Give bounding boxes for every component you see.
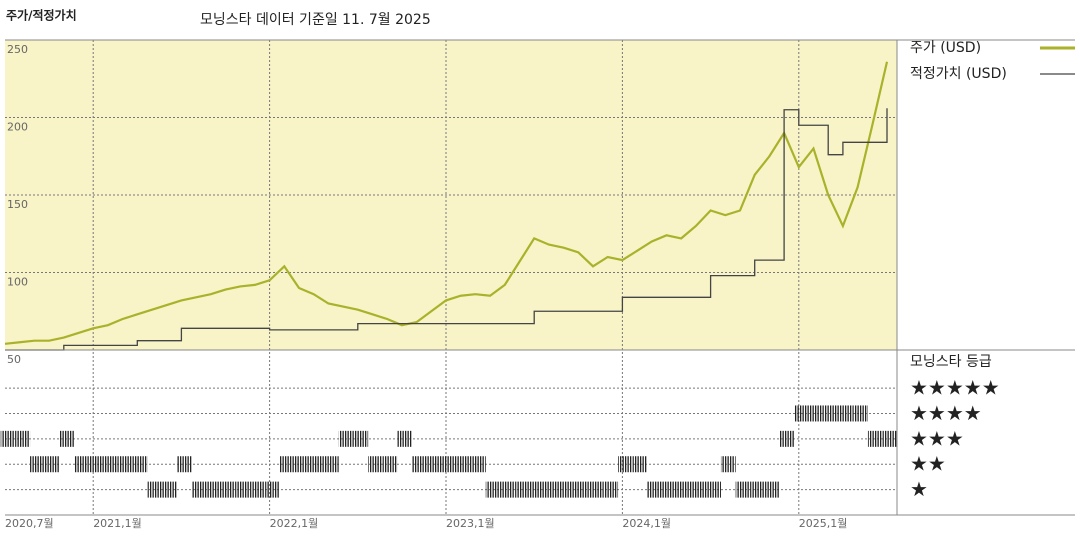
rating-mark [221, 481, 236, 498]
rating-mark [544, 481, 560, 498]
rating-mark [809, 405, 824, 422]
x-tick-label: 2023,1월 [446, 517, 495, 530]
rating-mark [0, 430, 16, 447]
rating-mark [485, 481, 501, 498]
rating-mark [382, 456, 398, 473]
rating-mark [191, 481, 207, 498]
rating-mark [779, 430, 795, 447]
rating-mark [177, 456, 192, 473]
rating-mark [765, 481, 780, 498]
series-line [5, 108, 888, 351]
rating-mark [529, 481, 545, 498]
rating-mark [456, 456, 472, 473]
rating-mark [368, 456, 383, 473]
rating-mark [750, 481, 766, 498]
rating-mark [867, 430, 883, 447]
rating-mark [309, 456, 325, 473]
y-tick-label: 50 [7, 353, 21, 366]
rating-mark [162, 481, 178, 498]
rating-mark [823, 405, 839, 422]
rating-mark [44, 456, 60, 473]
y-tick-label: 100 [7, 276, 28, 289]
rating-mark [632, 456, 648, 473]
rating-mark [838, 405, 854, 422]
rating-mark [88, 456, 104, 473]
rating-mark [559, 481, 574, 498]
rating-mark [515, 481, 530, 498]
rating-mark [59, 430, 75, 447]
rating-mark [324, 456, 339, 473]
rating-mark [412, 456, 427, 473]
rating-mark [573, 481, 589, 498]
rating-mark [103, 456, 119, 473]
rating-label: ★ [910, 477, 928, 501]
rating-mark [647, 481, 663, 498]
rating-mark [30, 456, 45, 473]
rating-mark [279, 456, 295, 473]
y-tick-label: 150 [7, 198, 28, 211]
rating-mark [882, 430, 898, 447]
x-tick-label: 2025,1월 [799, 517, 848, 530]
rating-mark [500, 481, 516, 498]
rating-mark [471, 456, 486, 473]
rating-mark [74, 456, 89, 473]
series-line [4, 61, 889, 345]
rating-mark [15, 430, 31, 447]
rating-mark [206, 481, 222, 498]
rating-mark [588, 481, 604, 498]
rating-mark [338, 430, 354, 447]
rating-mark [353, 430, 369, 447]
rating-mark [426, 456, 442, 473]
rating-mark [235, 481, 251, 498]
x-tick-label: 2024,1월 [622, 517, 671, 530]
rating-mark [618, 456, 633, 473]
rating-mark [603, 481, 619, 498]
rating-title: 모닝스타 등급 [910, 354, 992, 370]
rating-mark [706, 481, 721, 498]
rating-label: ★★★ [910, 426, 964, 450]
rating-mark [662, 481, 677, 498]
chart-subtitle: 모닝스타 데이터 기준일 11. 7월 2025 [200, 12, 431, 28]
rating-label: ★★★★★ [910, 376, 1000, 400]
rating-label: ★★★★ [910, 401, 982, 425]
rating-mark [676, 481, 692, 498]
rating-mark [720, 456, 736, 473]
y-tick-label: 200 [7, 121, 28, 134]
rating-mark [853, 405, 868, 422]
rating-mark [794, 405, 810, 422]
y-tick-label: 250 [7, 43, 28, 56]
x-tick-label: 2022,1월 [270, 517, 319, 530]
x-tick-label: 2021,1월 [93, 517, 142, 530]
legend-label: 적정가치 (USD) [910, 66, 1007, 82]
rating-mark [147, 481, 163, 498]
rating-label: ★★ [910, 452, 946, 476]
rating-mark [735, 481, 751, 498]
rating-mark [132, 456, 148, 473]
rating-mark [397, 430, 413, 447]
rating-mark [691, 481, 707, 498]
chart-title: 주가/적정가치 [6, 8, 77, 23]
rating-mark [294, 456, 310, 473]
rating-mark [265, 481, 280, 498]
rating-mark [250, 481, 266, 498]
x-tick-label: 2020,7월 [5, 517, 54, 530]
rating-mark [118, 456, 133, 473]
rating-mark [441, 456, 457, 473]
legend-label: 주가 (USD) [910, 40, 981, 56]
